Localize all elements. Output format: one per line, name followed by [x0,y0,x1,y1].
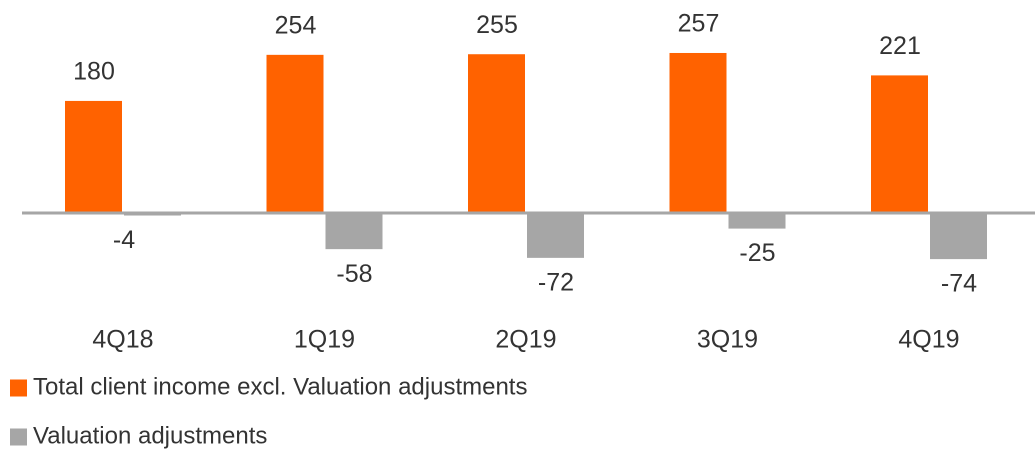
value-label: 255 [476,11,518,39]
value-label: 257 [678,10,720,38]
bar [325,213,383,250]
value-label: -74 [941,270,977,298]
x-tick-label: 4Q19 [898,326,959,354]
value-label: 221 [879,32,921,60]
bar [871,75,928,214]
legend-swatch [10,428,27,446]
value-label: -72 [538,268,574,296]
value-label: 180 [73,58,115,86]
bar [468,54,525,214]
legend-label: Total client income excl. Valuation adju… [33,373,527,400]
bar [930,213,987,260]
legend-label: Valuation adjustments [33,422,267,449]
bar [266,54,324,214]
bar [527,213,584,258]
x-tick-label: 4Q18 [92,326,153,354]
bar [65,100,122,214]
x-tick-label: 3Q19 [697,326,758,354]
value-label: -4 [113,226,135,254]
value-label: 254 [275,11,317,39]
x-tick-label: 1Q19 [294,326,355,354]
bar [728,213,786,229]
value-label: -58 [336,260,372,288]
bar [669,52,727,214]
x-tick-label: 2Q19 [495,326,556,354]
legend-swatch [10,379,27,397]
value-label: -25 [739,239,775,267]
